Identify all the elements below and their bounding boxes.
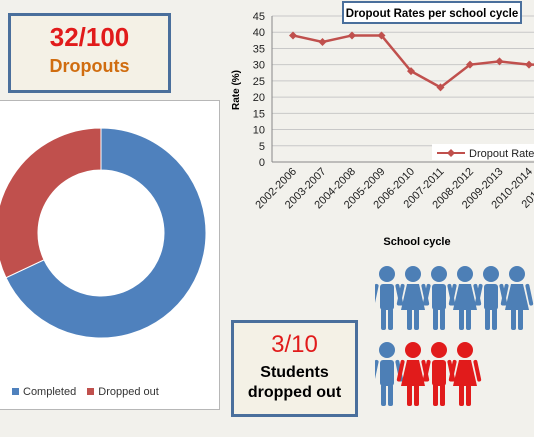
legend-label-completed: Completed (23, 386, 77, 398)
y-tick-label: 40 (253, 27, 265, 39)
data-point (466, 60, 474, 69)
students-kpi-label: Students dropped out (234, 363, 355, 403)
chart-title-box (342, 1, 522, 24)
y-tick-label: 35 (253, 43, 265, 55)
dropouts-kpi-value: 32/100 (49, 22, 130, 52)
legend-label-dropped-out: Dropped out (98, 386, 159, 398)
data-point (377, 31, 386, 40)
data-point (495, 57, 504, 66)
data-point (348, 31, 356, 40)
data-point (525, 60, 533, 69)
donut-legend: Completed Dropped out (12, 386, 167, 398)
donut-chart (0, 127, 207, 339)
students-kpi-card: 3/10 Students dropped out (231, 320, 358, 417)
dropout-line-chart: 0510152025303540452002-20062003-20072004… (231, 1, 534, 248)
line-legend-marker (447, 149, 455, 157)
y-tick-label: 15 (253, 108, 265, 120)
data-point (318, 37, 327, 46)
y-tick-label: 30 (253, 60, 265, 72)
series-line-dropout-rate (292, 34, 534, 89)
y-tick-label: 45 (253, 11, 265, 23)
dropouts-kpi-label: Dropouts (49, 56, 130, 76)
line-legend-box (432, 144, 534, 160)
line-legend-label: Dropout Rate (469, 148, 534, 160)
person-icon (375, 266, 404, 330)
legend-item-completed: Completed (12, 386, 76, 398)
y-axis-label: Rate (%) (231, 70, 242, 110)
person-icon (375, 342, 404, 406)
chart-title: Dropout Rates per school cycle (346, 8, 519, 20)
y-tick-label: 25 (253, 76, 265, 88)
dropouts-kpi-card: 32/100 Dropouts (8, 13, 171, 93)
person-icon (500, 266, 534, 330)
legend-swatch-dropped-out (87, 388, 95, 395)
donut-slice-dropped-out (0, 127, 102, 279)
y-tick-label: 10 (253, 125, 265, 137)
people-pictogram (375, 266, 534, 406)
students-kpi-label-line2: dropped out (247, 384, 342, 401)
x-axis-label: School cycle (383, 236, 450, 248)
person-icon (448, 342, 482, 406)
y-tick-label: 5 (259, 141, 265, 153)
legend-swatch-completed (12, 388, 19, 395)
legend-item-dropped-out: Dropped out (87, 386, 159, 398)
donut-chart-panel (0, 100, 220, 410)
students-kpi-value: 3/10 (271, 331, 318, 358)
data-point (289, 31, 297, 40)
data-point (436, 83, 445, 92)
data-point (407, 67, 415, 76)
donut-slice-completed (5, 127, 207, 339)
y-tick-label: 0 (259, 157, 265, 169)
students-kpi-label-line1: Students (260, 364, 329, 381)
y-tick-label: 20 (253, 92, 265, 104)
